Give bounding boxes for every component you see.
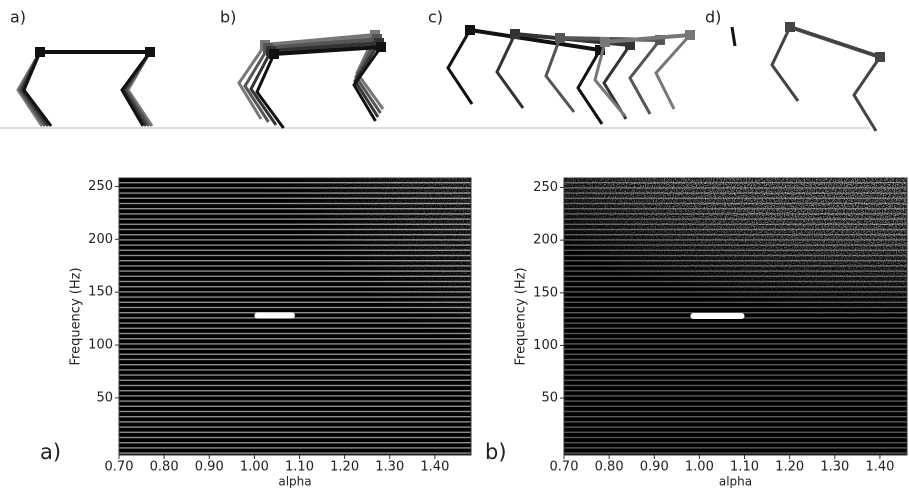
x-tick-label: 1.30 [375, 460, 404, 475]
plot-frame [563, 177, 908, 456]
robot-leg [495, 33, 525, 109]
y-axis-label: Frequency (Hz) [69, 267, 84, 365]
spectrogram-noise [119, 178, 471, 455]
y-tick-label: 150 [533, 285, 558, 300]
x-axis-label: alpha [719, 475, 752, 489]
x-tick-label: 1.20 [775, 460, 804, 475]
robot-leg [593, 41, 627, 117]
robot-leg [628, 39, 662, 115]
robot-leg [249, 50, 278, 126]
x-tick-label: 0.80 [595, 460, 624, 475]
robot-body [264, 33, 376, 47]
robot-leg [237, 44, 267, 120]
plot-frame [118, 177, 472, 456]
x-tick-label: 1.40 [420, 460, 449, 475]
robot-leg [353, 42, 381, 118]
robot-body [789, 25, 881, 59]
x-tick-label: 1.00 [685, 460, 714, 475]
x-tick-label: 0.70 [105, 460, 134, 475]
y-tick-label: 250 [88, 179, 113, 194]
panel-label: a) [10, 8, 26, 27]
panel-label: a) [40, 440, 61, 464]
panel-label: b) [485, 440, 507, 464]
robot-body [604, 33, 691, 44]
x-tick-label: 1.30 [820, 460, 849, 475]
robot-leg [446, 29, 474, 105]
x-tick-label: 1.10 [730, 460, 759, 475]
robot-body [270, 41, 380, 53]
y-tick-label: 200 [88, 232, 113, 247]
y-axis-label: Frequency (Hz) [514, 267, 529, 365]
robot-leg [544, 37, 576, 113]
robot-leg [852, 56, 882, 132]
robot-sketches [16, 22, 885, 132]
robot-leg [654, 33, 692, 110]
robot-body [267, 37, 378, 50]
robot-leg [255, 53, 285, 129]
robot-leg [22, 51, 53, 127]
robot-leg [352, 46, 383, 122]
robot-leg [576, 49, 604, 125]
x-tick-label: 0.70 [550, 460, 579, 475]
y-tick-label: 200 [533, 233, 558, 248]
robot-body [469, 28, 601, 52]
y-tick-label: 100 [88, 338, 113, 353]
y-tick-label: 50 [96, 390, 113, 405]
robot-part [730, 26, 737, 47]
x-tick-label: 1.00 [240, 460, 269, 475]
x-tick-label: 0.80 [150, 460, 179, 475]
panel-label: d) [705, 8, 721, 27]
robot-leg [770, 26, 800, 102]
panel-label: c) [428, 8, 443, 27]
y-tick-label: 250 [533, 180, 558, 195]
x-tick-label: 1.10 [285, 460, 314, 475]
x-tick-label: 1.20 [330, 460, 359, 475]
x-tick-label: 1.40 [865, 460, 894, 475]
x-tick-label: 0.90 [640, 460, 669, 475]
resonance-streak [690, 312, 745, 319]
x-tick-label: 0.90 [195, 460, 224, 475]
y-tick-label: 50 [541, 391, 558, 406]
panel-label: b) [220, 8, 236, 27]
robot-body [273, 45, 382, 56]
robot-leg [120, 51, 152, 127]
robot-leg [243, 47, 270, 123]
resonance-streak [254, 312, 295, 319]
y-tick-label: 150 [88, 285, 113, 300]
x-axis-label: alpha [278, 475, 311, 489]
y-tick-label: 100 [533, 338, 558, 353]
